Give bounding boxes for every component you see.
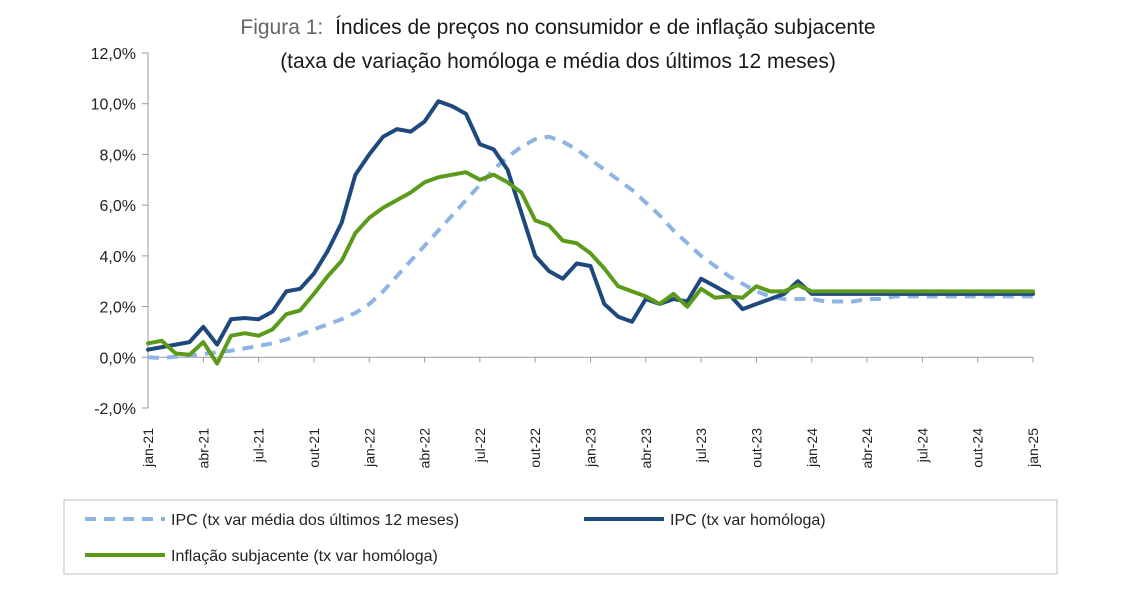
chart-title-main: Índices de preços no consumidor e de inf…	[335, 16, 876, 39]
y-axis: -2,0% 0,0% 2,0% 4,0% 6,0% 8,0% 10,0% 12,0%	[91, 46, 148, 418]
x-tick-label: abr-23	[638, 428, 654, 469]
x-axis: jan-21 abr-21 jul-21 out-21 jan-22 abr-22 jul-…	[140, 357, 1041, 468]
y-tick-label: 12,0%	[91, 46, 136, 63]
x-tick-label: out-24	[970, 428, 986, 468]
plot-area	[146, 99, 1035, 366]
x-tick-label: jan-25	[1025, 428, 1041, 468]
chart-title-prefix: Figura 1:	[240, 16, 323, 39]
legend-box	[63, 499, 1058, 575]
x-tick-label: out-21	[306, 428, 322, 468]
x-tick-label: jan-21	[140, 428, 156, 468]
series-ipc-media-12-meses	[147, 134, 1033, 360]
y-tick-label: 6,0%	[100, 198, 136, 215]
series-ipc-homologa	[146, 99, 1035, 352]
x-tick-label: out-23	[748, 428, 764, 468]
x-tick-label: jan-24	[804, 428, 820, 468]
y-tick-label: 0,0%	[100, 350, 136, 367]
legend-label-ipc-media: IPC (tx var média dos últimos 12 meses)	[171, 512, 459, 529]
x-tick-label: jul-21	[251, 428, 267, 463]
chart-title: Figura 1: Índices de preços no consumido…	[240, 16, 875, 39]
legend: IPC (tx var média dos últimos 12 meses) …	[85, 512, 826, 565]
x-tick-label: abr-22	[417, 428, 433, 469]
chart-subtitle: (taxa de variação homóloga e média dos ú…	[280, 50, 836, 73]
series-inflacao-subjacente	[146, 170, 1035, 366]
x-tick-label: jul-24	[914, 428, 930, 463]
x-tick-label: jul-23	[693, 428, 709, 463]
x-tick-label: jan-23	[583, 428, 599, 468]
x-tick-label: out-22	[527, 428, 543, 468]
y-tick-label: 4,0%	[100, 249, 136, 266]
y-tick-label: 2,0%	[100, 300, 136, 317]
x-tick-label: jul-22	[472, 428, 488, 463]
legend-label-inflacao-subjacente: Inflação subjacente (tx var homóloga)	[171, 548, 438, 565]
x-tick-label: abr-21	[195, 428, 211, 469]
x-tick-label: abr-24	[859, 428, 875, 469]
y-tick-label: 10,0%	[91, 97, 136, 114]
y-tick-label: -2,0%	[94, 401, 136, 418]
legend-label-ipc-homologa: IPC (tx var homóloga)	[670, 512, 826, 529]
y-tick-label: 8,0%	[100, 147, 136, 164]
axes	[147, 53, 1033, 408]
x-tick-label: jan-22	[361, 428, 377, 468]
